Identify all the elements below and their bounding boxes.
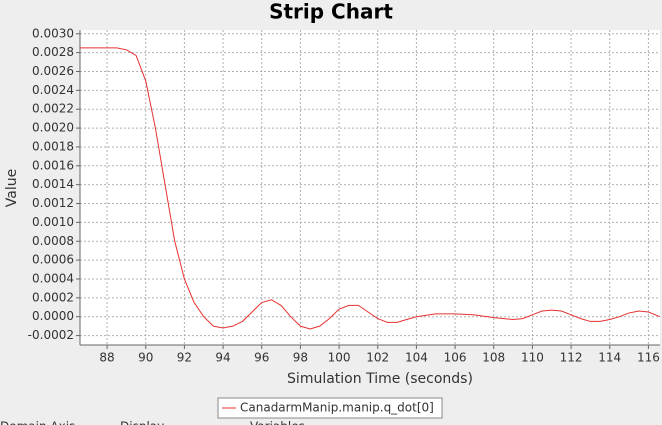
series-line (80, 47, 661, 330)
footer-label: Variables (250, 420, 305, 425)
x-tick-label: 110 (521, 351, 544, 365)
legend-label: CanadarmManip.manip.q_dot[0] (240, 401, 434, 415)
y-tick-label: 0.0030 (32, 26, 74, 40)
y-tick-label: 0.0012 (32, 196, 74, 210)
x-tick-label: 116 (637, 351, 660, 365)
x-tick-label: 92 (177, 351, 192, 365)
y-tick-label: 0.0010 (32, 215, 74, 229)
y-axis-label: Value (4, 169, 20, 207)
y-tick-label: 0.0020 (32, 121, 74, 135)
y-tick-label: -0.0002 (28, 328, 74, 342)
chart-title: Strip Chart (269, 0, 393, 24)
x-tick-label: 96 (254, 351, 269, 365)
x-tick-label: 94 (215, 351, 230, 365)
x-tick-label: 112 (560, 351, 583, 365)
x-tick-label: 90 (138, 351, 153, 365)
x-tick-label: 98 (293, 351, 308, 365)
x-tick-label: 108 (482, 351, 505, 365)
x-axis-label: Simulation Time (seconds) (287, 371, 473, 387)
y-tick-label: 0.0016 (32, 158, 74, 172)
y-tick-label: 0.0028 (32, 45, 74, 59)
plot-area (80, 30, 660, 345)
y-tick-label: 0.0026 (32, 64, 74, 78)
y-tick-label: 0.0008 (32, 234, 74, 248)
y-tick-label: 0.0024 (32, 83, 74, 97)
footer-label: Display (120, 420, 164, 425)
y-tick-label: 0.0004 (32, 271, 74, 285)
legend (217, 397, 443, 419)
y-tick-label: 0.0000 (32, 309, 74, 323)
x-tick-label: 106 (444, 351, 467, 365)
y-tick-label: 0.0014 (32, 177, 74, 191)
x-tick-label: 88 (99, 351, 114, 365)
y-tick-label: 0.0006 (32, 253, 74, 267)
x-tick-label: 100 (328, 351, 351, 365)
y-tick-label: 0.0002 (32, 290, 74, 304)
y-tick-label: 0.0018 (32, 139, 74, 153)
y-tick-label: 0.0022 (32, 102, 74, 116)
x-tick-label: 114 (598, 351, 621, 365)
x-tick-label: 102 (366, 351, 389, 365)
x-tick-label: 104 (405, 351, 428, 365)
footer-label: Domain Axis (0, 420, 75, 425)
